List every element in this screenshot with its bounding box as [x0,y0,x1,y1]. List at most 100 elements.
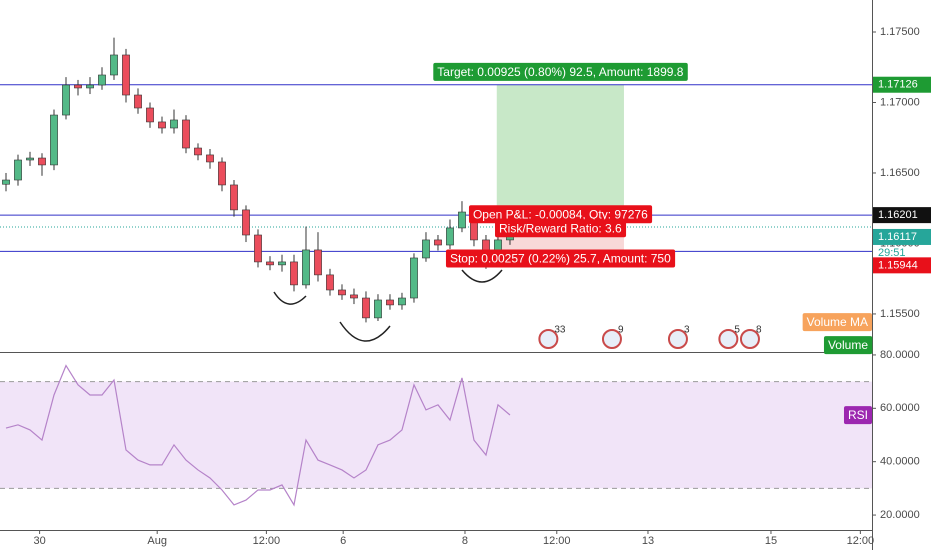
x-tick-label: 12:00 [543,535,571,547]
candle-body [50,114,58,166]
candle-body [314,249,322,276]
volume-ma-label: Volume MA [807,315,868,329]
y-tick-label: 20.0000 [880,509,920,521]
volume-ma-label-bg [802,313,872,332]
event-icon [718,329,739,349]
target-label-group: Target: 0.00925 (0.80%) 92.5, Amount: 18… [433,62,688,81]
candle-body [2,179,10,185]
event-label: 5 [734,325,740,336]
x-tick-label: 13 [642,535,654,547]
x-tick-label: 12:00 [253,535,281,547]
event-label: 33 [554,325,566,336]
candle-body [422,239,430,259]
pnl-label: Open P&L: -0.00084, Qty: 97276 [473,207,648,221]
stop-price-label: 1.15944 [878,259,918,271]
stop-price-label-bg [873,257,931,274]
candle-body [326,274,334,291]
x-tick-label: Aug [147,535,167,547]
target-price-label-bg [873,76,931,93]
event-label: 9 [618,325,624,336]
annotation-curve [339,321,391,342]
volume-label: Volume [828,338,868,352]
candle-body [86,84,94,89]
candle-body [446,227,454,246]
entry-price-label-bg [873,207,931,224]
ratio-label-bg [495,219,627,238]
y-tick-label: 80.0000 [880,349,920,361]
pnl-label-bg [468,205,653,224]
candle-body [242,209,250,236]
event-icon [667,329,688,349]
x-tick-label: 30 [33,535,45,547]
candle-body [362,297,370,319]
countdown: 29:51 [878,247,906,259]
candle-body [158,121,166,129]
x-tick-label: 12:00 [847,535,875,547]
candle-body [434,239,442,246]
ratio-label: Risk/Reward Ratio: 3.6 [499,221,622,235]
entry-price-label: 1.16201 [878,209,918,221]
event-label: 3 [684,325,690,336]
stop-label: Stop: 0.00257 (0.22%) 25.7, Amount: 750 [450,252,671,266]
rsi-line [5,364,511,507]
candle-body [26,157,34,161]
target-zone [496,84,624,216]
rsi-label-bg [843,406,872,425]
candle-body [218,161,226,186]
event-icon [538,329,559,349]
rsi-band [0,381,872,489]
candle-body [170,119,178,129]
event-icon [739,329,760,349]
annotation-curve [273,291,307,305]
candle-body [458,211,466,229]
event-icon [601,329,622,349]
pnl-label-group: Open P&L: -0.00084, Qty: 97276 [468,205,653,224]
candle-body [182,119,190,149]
x-tick-label: 15 [765,535,777,547]
volume-ma-label-group: Volume MA [802,313,872,332]
candle-body [38,157,46,166]
y-tick-label: 1.15500 [880,308,920,320]
y-tick-label: 1.17500 [880,26,920,38]
y-tick-label: 40.0000 [880,456,920,468]
volume-label-bg [823,336,873,355]
target-label: Target: 0.00925 (0.80%) 92.5, Amount: 18… [437,65,683,79]
stop-label-bg [445,249,676,268]
candle-body [194,147,202,156]
candle-body [74,84,82,89]
y-tick-label: 1.16500 [880,167,920,179]
rsi-label-group: RSI [843,406,872,425]
candle-body [110,54,118,76]
candle-body [278,261,286,266]
current-price-label: 1.16117 [878,231,917,243]
y-tick-label: 1.17000 [880,96,920,108]
candle-body [386,299,394,306]
candle-body [206,154,214,163]
candle-body [230,184,238,211]
target-price-label: 1.17126 [878,79,918,91]
candle-body [374,299,382,319]
candle-body [350,294,358,299]
y-tick-label: 60.0000 [880,402,920,414]
candle-body [122,54,130,96]
x-tick-label: 8 [462,535,468,547]
annotation-curve [461,269,503,283]
candle-body [410,257,418,299]
candle-body [98,74,106,86]
plot [0,84,872,489]
volume-label-group: Volume [823,336,873,355]
target-label-bg [433,62,688,81]
candle-body [14,159,22,181]
candle-body [338,289,346,296]
candle-body [134,94,142,109]
ratio-label-group: Risk/Reward Ratio: 3.6 [495,219,627,238]
x-tick-label: 6 [340,535,346,547]
stop-label-group: Stop: 0.00257 (0.22%) 25.7, Amount: 750 [445,249,676,268]
candle-body [254,234,262,263]
rsi-label: RSI [848,408,868,422]
candle-body [62,84,70,116]
candle-body [290,261,298,286]
candle-body [266,261,274,266]
current-price-label-bg [873,228,931,245]
